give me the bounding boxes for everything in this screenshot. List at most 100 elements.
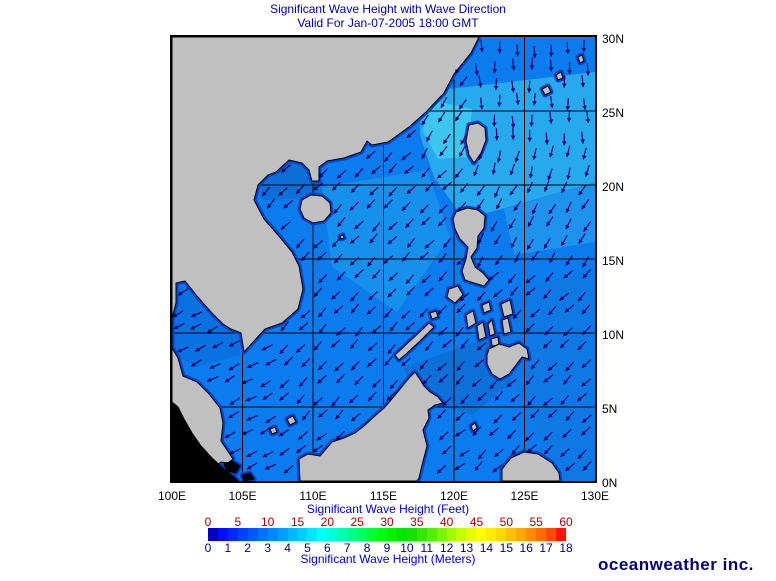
wave-height-map [169,34,595,484]
colorbar-cell-24 [446,528,457,541]
land-layer [171,36,585,482]
colorbar-cell-5 [257,528,268,541]
lon-label-120E: 120E [439,489,469,503]
colorbar-cell-28 [486,528,497,541]
lat-label-25N: 25N [602,106,625,120]
land-mindoro [446,285,464,304]
colorbar-cell-15 [357,528,367,541]
colorbar-cell-14 [347,528,358,541]
meters-tick-17: 17 [539,541,553,555]
meters-tick-7: 7 [343,541,351,555]
feet-tick-25: 25 [350,515,364,529]
feet-tick-0: 0 [204,515,212,529]
colorbar-cell-21 [416,528,427,541]
colorbar-cell-2 [227,528,238,541]
meters-tick-8: 8 [363,541,371,555]
land-palawan [394,322,435,361]
colorbar-cell-4 [247,528,258,541]
colorbar-cell-35 [555,528,566,541]
colorbar-cell-1 [217,528,228,541]
land-calamian [429,310,439,320]
meters-tick-14: 14 [479,541,494,555]
colorbar-cell-10 [307,528,318,541]
meters-tick-16: 16 [519,541,533,555]
colorbar-cell-0 [208,528,218,541]
colorbar-cell-19 [396,528,407,541]
meters-tick-13: 13 [459,541,474,555]
meters-tick-0: 0 [204,541,212,555]
lon-label-125E: 125E [510,489,539,503]
feet-tick-60: 60 [559,515,573,529]
feet-tick-20: 20 [320,515,335,529]
lat-label-0N: 0N [602,476,618,490]
colorbar-cell-17 [376,528,387,541]
land-panay [465,310,477,329]
land-leyte [501,317,512,335]
lat-label-15N: 15N [602,254,625,268]
feet-tick-55: 55 [529,515,543,529]
colorbar-cell-29 [496,528,507,541]
land-asia-mainland-indochina-malay [171,36,480,482]
land-okinawa-island-2 [555,71,564,81]
land-okinawa-island-3 [577,54,585,64]
meters-tick-2: 2 [244,541,252,555]
meters-tick-1: 1 [224,541,232,555]
land-masbate [481,301,492,314]
feet-tick-10: 10 [260,515,275,529]
sea-patch-east-of-luzon [504,182,595,255]
land-negros [476,321,487,341]
land-okinawa-island-1 [541,85,552,96]
land-sangihe [470,422,478,432]
colorbar-cell-13 [337,528,348,541]
feet-tick-45: 45 [469,515,484,529]
land-anambas [269,426,278,435]
sea-patch-central-south-china-sea [322,170,450,312]
map-valid-time: Valid For Jan-07-2005 18:00 GMT [297,16,479,30]
meters-tick-10: 10 [400,541,414,555]
feet-tick-35: 35 [410,515,424,529]
meters-tick-5: 5 [304,541,311,555]
colorbar-cell-6 [267,528,278,541]
meters-tick-18: 18 [559,541,573,555]
land-samar [500,299,514,318]
wave-arrows [172,39,592,474]
lat-label-30N: 30N [602,32,625,46]
colorbar-cell-32 [526,528,536,541]
land-hainan [299,194,332,224]
lat-label-20N: 20N [602,180,625,194]
land-borneo-north [298,371,444,482]
land-riau-dark-2 [241,472,255,482]
oceanweather-logo: oceanweather inc. [598,555,754,574]
colorbar-cell-16 [367,528,377,541]
lon-label-115E: 115E [369,489,398,503]
meters-tick-11: 11 [420,541,433,555]
colorbar-cell-8 [287,528,298,541]
colorbar-cell-11 [317,528,328,541]
sea-patch-philippine-sea-south [494,267,595,481]
lon-label-100E: 100E [157,489,187,503]
land-luzon [452,207,490,287]
lon-label-130E: 130E [580,489,610,503]
land-natuna [286,415,297,426]
colorbar-cell-9 [297,528,308,541]
colorbar-cell-23 [436,528,447,541]
lon-label-110E: 110E [299,489,327,503]
colorbar-cell-20 [406,528,417,541]
colorbar-cell-3 [237,528,248,541]
land-cebu [487,319,496,337]
colorbar-cell-7 [277,528,288,541]
wave-height-colorbar [208,528,566,541]
colorbar-cell-18 [386,528,397,541]
feet-tick-30: 30 [380,515,394,529]
lon-label-105E: 105E [228,489,257,503]
colorbar-cell-30 [506,528,517,541]
colorbar-cell-22 [426,528,437,541]
colorbar-cell-26 [466,528,477,541]
feet-tick-50: 50 [499,515,514,529]
colorbar-cell-27 [476,528,487,541]
wave-arrow-shafts [172,39,592,474]
meters-scale-caption: Significant Wave Height (Meters) [300,552,476,566]
colorbar-cell-34 [545,528,556,541]
feet-scale-caption: Significant Wave Height (Feet) [306,502,470,516]
colorbar-cell-12 [327,528,338,541]
